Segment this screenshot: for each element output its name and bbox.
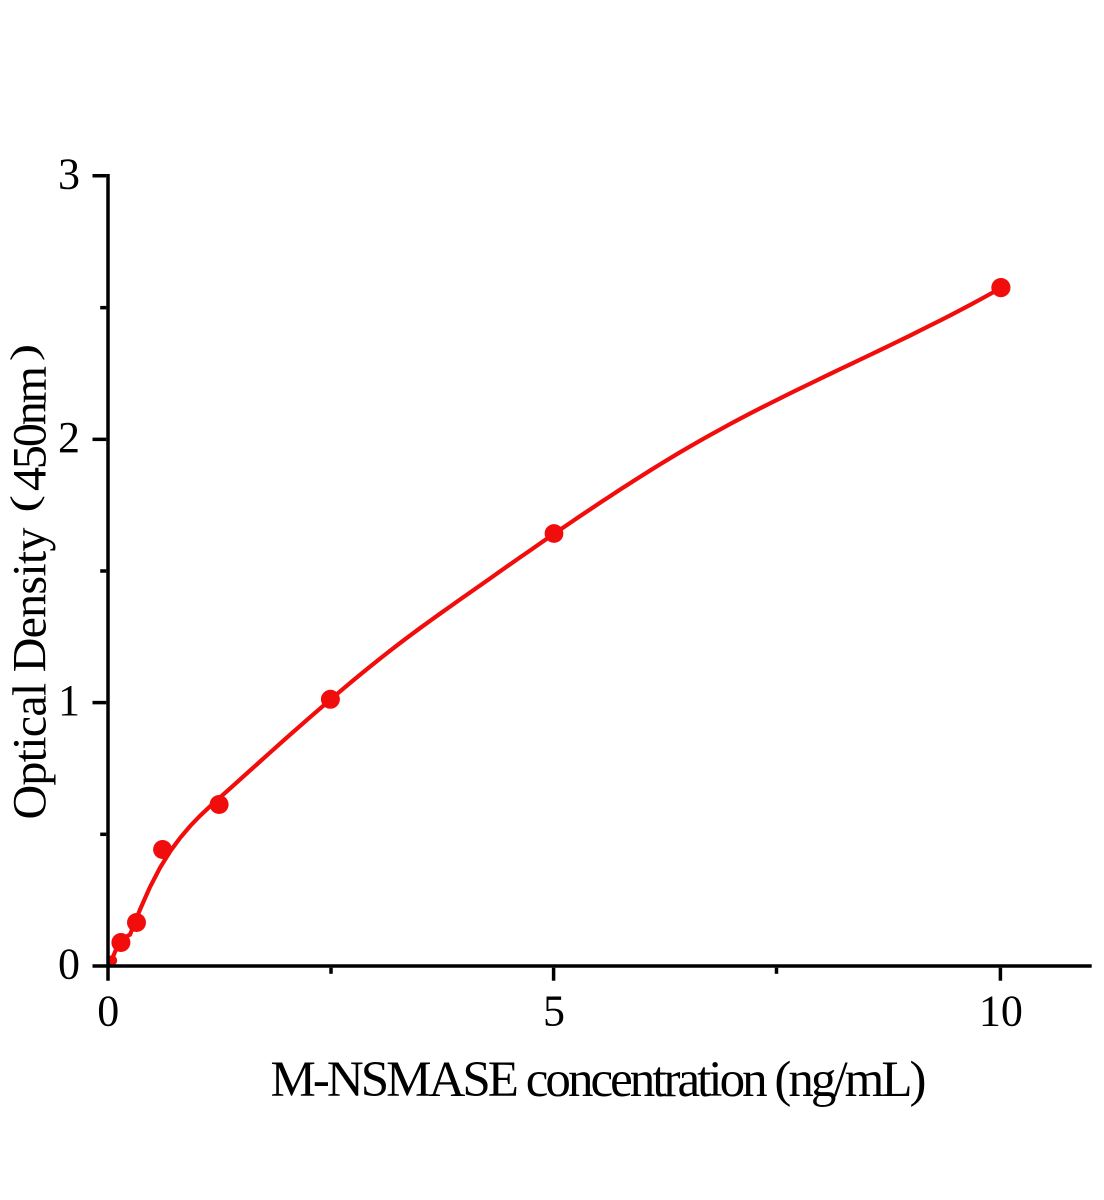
svg-text:0: 0 [97,986,119,1035]
svg-text:M-NSMASE concentration (ng/mL): M-NSMASE concentration (ng/mL) [271,1052,927,1108]
svg-text:(: ( [2,495,45,512]
svg-text:450nm: 450nm [4,366,57,491]
svg-text:10: 10 [979,986,1023,1035]
svg-text:2: 2 [58,413,80,462]
svg-text:Optical Density: Optical Density [4,528,57,820]
svg-text:0: 0 [58,940,80,989]
svg-text:): ) [2,344,45,361]
svg-text:1: 1 [58,676,80,725]
svg-text:5: 5 [543,986,565,1035]
svg-text:3: 3 [58,149,80,198]
